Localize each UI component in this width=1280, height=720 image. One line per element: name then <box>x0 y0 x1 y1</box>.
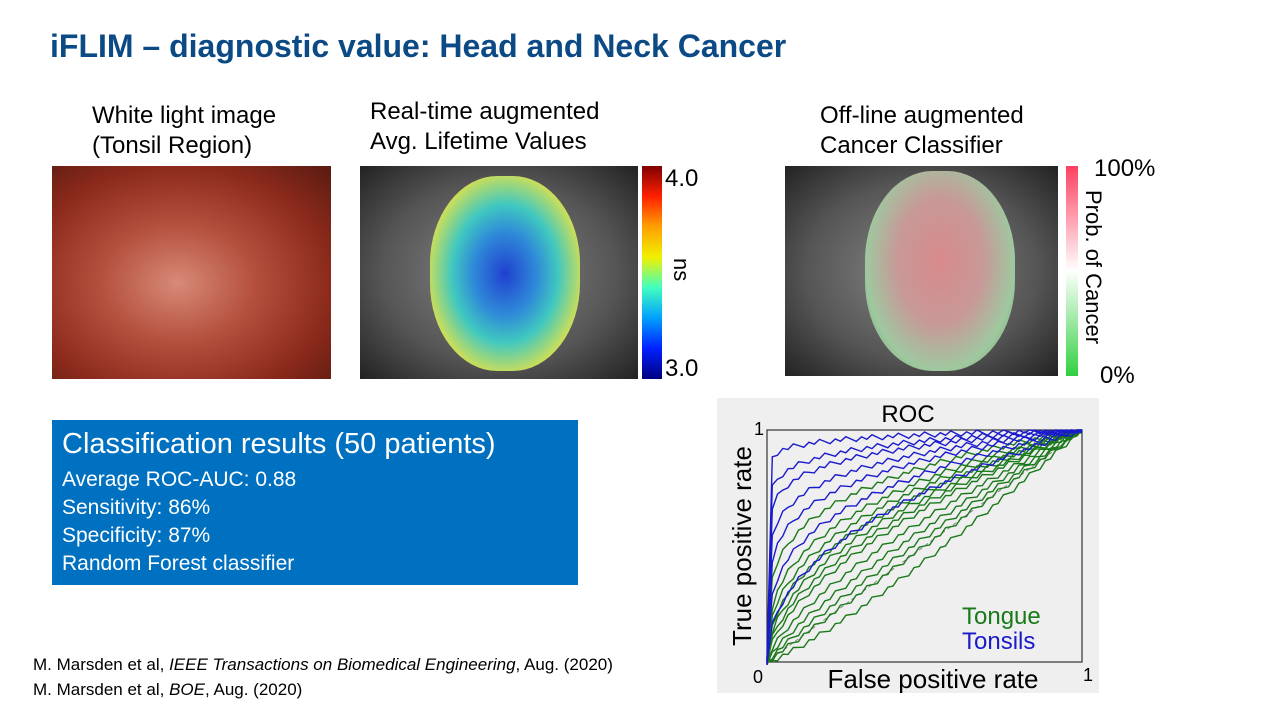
roc-curve-tonsils <box>766 429 1083 664</box>
roc-curve-tongue <box>766 430 1083 664</box>
probability-colorbar <box>1066 166 1078 376</box>
roc-curve-tongue <box>766 429 1083 661</box>
slide-title: iFLIM – diagnostic value: Head and Neck … <box>50 28 787 64</box>
roc-curve-tongue <box>766 429 1082 663</box>
roc-curve-tongue <box>766 429 1083 663</box>
roc-curve-tongue <box>766 429 1083 662</box>
caption-line: Real-time augmented <box>370 98 600 125</box>
colorbar-max: 100% <box>1094 155 1156 182</box>
results-line: Sensitivity: 86% <box>62 496 211 519</box>
results-line: Average ROC-AUC: 0.88 <box>62 468 297 491</box>
results-heading: Classification results (50 patients) <box>62 428 496 460</box>
x-tick-1: 1 <box>1083 665 1093 685</box>
panel-caption-lifetime: Real-time augmented Avg. Lifetime Values <box>370 97 599 157</box>
legend-tongue: Tongue <box>962 603 1041 630</box>
caption-line: Cancer Classifier <box>820 132 1003 159</box>
y-axis-label: True positive rate <box>727 446 757 646</box>
colorbar-min: 3.0 <box>665 355 699 382</box>
roc-curve-tongue <box>766 432 1083 666</box>
classification-results-box: Classification results (50 patients) Ave… <box>52 420 578 585</box>
roc-curve-tongue <box>766 429 1083 665</box>
roc-curve-tonsils <box>766 429 1083 661</box>
results-line: Specificity: 87% <box>62 524 211 547</box>
plot-frame <box>766 429 1083 663</box>
classifier-overlay-image <box>785 166 1058 376</box>
caption-line: White light image <box>92 102 277 129</box>
roc-curve-tonsils <box>766 429 1083 660</box>
lifetime-overlay-image <box>360 166 638 379</box>
citation: M. Marsden et al, BOE, Aug. (2020) <box>33 680 303 699</box>
roc-curve-tonsils <box>766 429 1083 660</box>
roc-curve-tongue <box>766 429 1083 663</box>
caption-line: Off-line augmented <box>820 102 1024 129</box>
roc-plot: ROC 1 0 1 False positive rate True posit… <box>727 401 1093 694</box>
roc-curve-tongue <box>766 429 1083 664</box>
caption-line: Avg. Lifetime Values <box>370 128 587 155</box>
y-tick-1: 1 <box>754 419 764 439</box>
white-light-image <box>52 166 331 379</box>
x-axis-label: False positive rate <box>828 664 1039 693</box>
colorbar-min: 0% <box>1100 362 1135 389</box>
lifetime-colorbar <box>642 166 662 379</box>
colorbar-max: 4.0 <box>665 165 699 192</box>
colorbar-label: Prob. of Cancer <box>1081 190 1106 345</box>
roc-figure: ROC 1 0 1 False positive rate True posit… <box>717 398 1099 694</box>
roc-curve-tonsils <box>766 429 1083 664</box>
caption-line: (Tonsil Region) <box>92 132 253 159</box>
legend-tonsils: Tonsils <box>962 628 1035 655</box>
roc-title: ROC <box>881 401 934 428</box>
citation: M. Marsden et al, IEEE Transactions on B… <box>33 655 613 674</box>
panel-caption-classifier: Off-line augmented Cancer Classifier <box>820 101 1024 161</box>
roc-curve-tonsils <box>766 429 1082 663</box>
colorbar-unit: ns <box>669 258 694 282</box>
results-line: Random Forest classifier <box>62 552 295 575</box>
panel-caption-white-light: White light image (Tonsil Region) <box>92 101 276 161</box>
x-tick-0: 0 <box>753 667 763 687</box>
